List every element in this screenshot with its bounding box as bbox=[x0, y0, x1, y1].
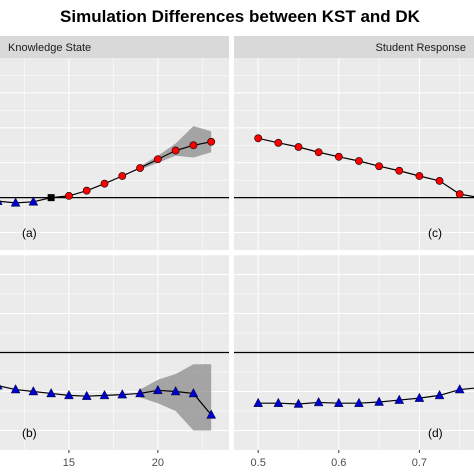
data-point-triangle bbox=[81, 390, 92, 400]
data-point-triangle bbox=[170, 386, 181, 396]
data-point-triangle bbox=[293, 398, 304, 408]
data-point-triangle bbox=[374, 396, 384, 406]
data-point-triangle bbox=[253, 397, 264, 407]
data-point-triangle bbox=[46, 388, 56, 398]
data-point-circle bbox=[153, 155, 162, 164]
data-point-triangle bbox=[333, 397, 344, 407]
data-point-circle bbox=[254, 134, 263, 143]
data-point-triangle bbox=[188, 388, 199, 398]
data-point-circle bbox=[207, 137, 216, 146]
data-point-circle bbox=[118, 172, 127, 180]
data-point-triangle bbox=[99, 389, 110, 400]
chart-title: Simulation Differences between KST and D… bbox=[60, 7, 421, 26]
data-point-circle bbox=[171, 146, 180, 155]
data-point-circle bbox=[334, 152, 343, 161]
data-point-triangle bbox=[135, 388, 145, 398]
data-point-circle bbox=[455, 190, 464, 199]
data-point-triangle bbox=[434, 389, 445, 400]
x-tick-label: 0.6 bbox=[331, 457, 346, 469]
data-point-circle bbox=[100, 179, 109, 188]
confidence-band bbox=[140, 364, 212, 431]
x-tick-label: 15 bbox=[63, 457, 75, 469]
data-point-circle bbox=[294, 143, 303, 151]
data-point-triangle bbox=[206, 409, 217, 419]
panel-letter-c: (c) bbox=[428, 226, 442, 240]
strip-a bbox=[0, 36, 229, 58]
data-point-triangle bbox=[153, 384, 163, 395]
data-point-triangle bbox=[28, 196, 39, 206]
data-point-triangle bbox=[454, 384, 465, 394]
data-point-circle bbox=[136, 164, 144, 172]
data-point-triangle bbox=[354, 397, 364, 407]
data-point-circle bbox=[375, 162, 383, 171]
data-point-triangle bbox=[10, 384, 21, 394]
data-point-circle bbox=[274, 138, 283, 147]
data-point-circle bbox=[314, 148, 323, 157]
x-tick-label: 20 bbox=[152, 457, 164, 469]
data-point-triangle bbox=[313, 396, 324, 407]
data-point-triangle bbox=[414, 392, 425, 402]
data-point-circle bbox=[395, 166, 404, 175]
data-point-triangle bbox=[117, 389, 128, 399]
data-point-circle bbox=[65, 191, 73, 200]
strip-label-a: Knowledge State bbox=[8, 42, 91, 54]
data-point-triangle bbox=[28, 386, 39, 396]
panel-background-c bbox=[234, 58, 474, 250]
data-point-triangle bbox=[0, 199, 3, 205]
data-point-circle bbox=[415, 172, 424, 180]
panel-letter-d: (d) bbox=[428, 426, 443, 440]
data-point-circle bbox=[435, 176, 444, 185]
data-point-triangle bbox=[10, 197, 21, 207]
data-point-triangle bbox=[0, 384, 3, 390]
strip-c bbox=[234, 36, 474, 58]
x-tick-label: 0.5 bbox=[251, 457, 266, 469]
data-point-triangle bbox=[394, 394, 405, 404]
panel-letter-a: (a) bbox=[22, 226, 37, 240]
x-tick-label: 0.7 bbox=[412, 457, 427, 469]
data-point-triangle bbox=[273, 397, 284, 407]
data-point-circle bbox=[82, 186, 91, 195]
data-point-circle bbox=[355, 157, 363, 165]
strip-label-c: Student Response bbox=[375, 42, 466, 54]
data-point-circle bbox=[189, 141, 198, 150]
data-point-triangle bbox=[64, 389, 74, 400]
data-point-square bbox=[47, 194, 55, 202]
panel-letter-b: (b) bbox=[22, 426, 37, 440]
